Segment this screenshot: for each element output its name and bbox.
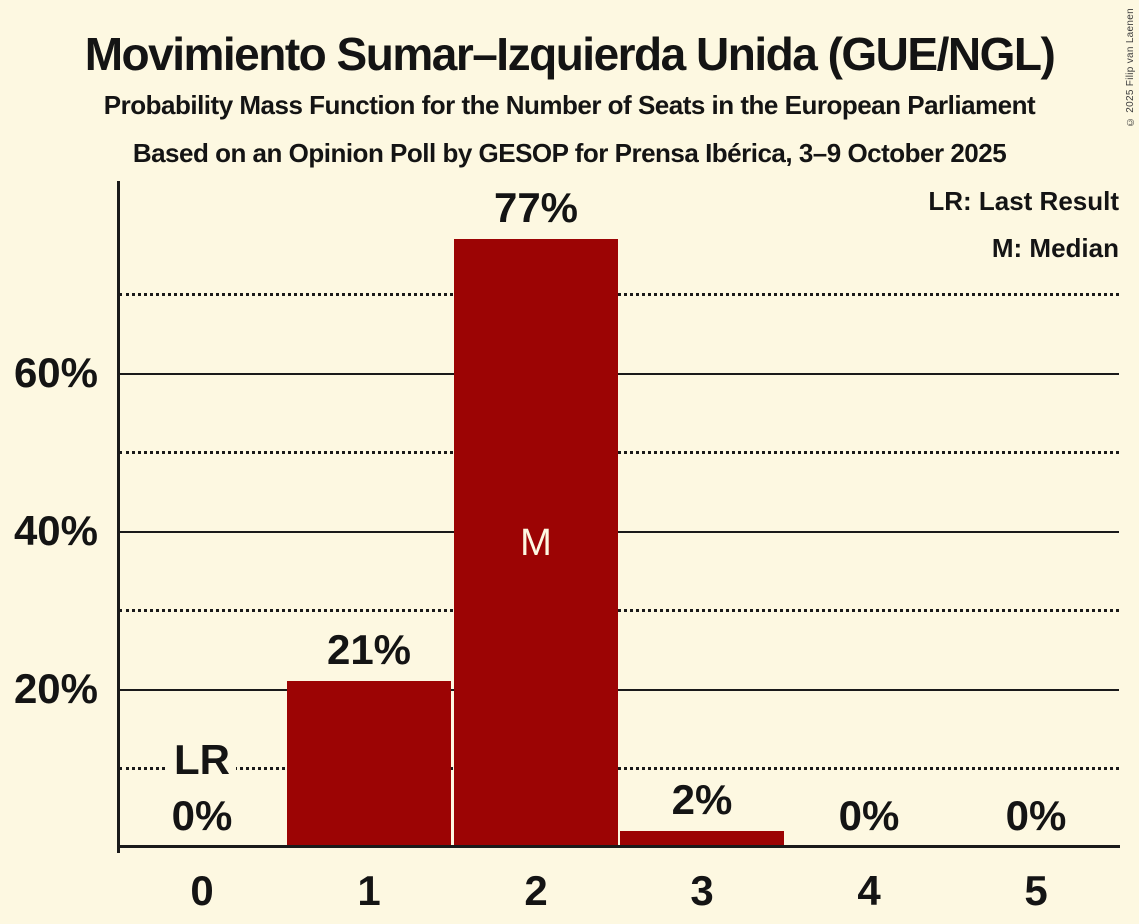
chart-subtitle-line1: Probability Mass Function for the Number… xyxy=(103,90,1036,120)
value-label-seats-4: 0% xyxy=(838,792,900,839)
x-axis-label-seats-2: 2 xyxy=(524,867,548,914)
x-axis-label-seats-5: 5 xyxy=(1024,867,1048,914)
x-axis-label-seats-4: 4 xyxy=(857,867,881,914)
bar-seats-3 xyxy=(620,831,784,847)
legend-median: M: Median xyxy=(991,233,1119,263)
gridline-10pct xyxy=(119,766,1119,770)
value-label-seats-0: 0% xyxy=(171,792,233,839)
chart-title: Movimiento Sumar–Izquierda Unida (GUE/NG… xyxy=(84,28,1056,80)
x-axis-label-seats-3: 3 xyxy=(690,867,714,914)
value-label-seats-1: 21% xyxy=(326,626,412,673)
x-axis-label-seats-1: 1 xyxy=(357,867,381,914)
bar-seats-1 xyxy=(287,681,451,847)
x-axis-label-seats-0: 0 xyxy=(190,867,214,914)
plot-area: 0% 0 21% 1 77% 2 2% 3 0% 4 0% 5 M LR xyxy=(117,181,1120,914)
gridline-50pct xyxy=(119,450,1119,454)
y-axis-label-60pct: 60% xyxy=(13,349,98,396)
chart-subtitle-line2: Based on an Opinion Poll by GESOP for Pr… xyxy=(132,138,1007,168)
legend-last-result: LR: Last Result xyxy=(928,186,1119,216)
value-label-seats-3: 2% xyxy=(671,776,733,823)
gridline-70pct xyxy=(119,292,1119,296)
gridline-60pct xyxy=(119,372,1119,375)
value-label-seats-5: 0% xyxy=(1005,792,1067,839)
legend: LR: Last Result M: Median xyxy=(928,178,1119,272)
value-label-seats-2: 77% xyxy=(493,184,579,231)
y-axis-line xyxy=(117,181,120,853)
median-marker: M xyxy=(520,522,552,564)
y-axis-label-20pct: 20% xyxy=(13,665,98,712)
bar-seats-2 xyxy=(454,239,618,847)
copyright-notice: © 2025 Filip van Laenen xyxy=(1125,8,1136,128)
gridline-20pct xyxy=(119,688,1119,691)
x-axis-line xyxy=(117,845,1120,848)
y-axis-label-40pct: 40% xyxy=(13,507,98,554)
last-result-marker: LR xyxy=(168,737,236,783)
gridline-40pct xyxy=(119,530,1119,533)
gridline-30pct xyxy=(119,608,1119,612)
